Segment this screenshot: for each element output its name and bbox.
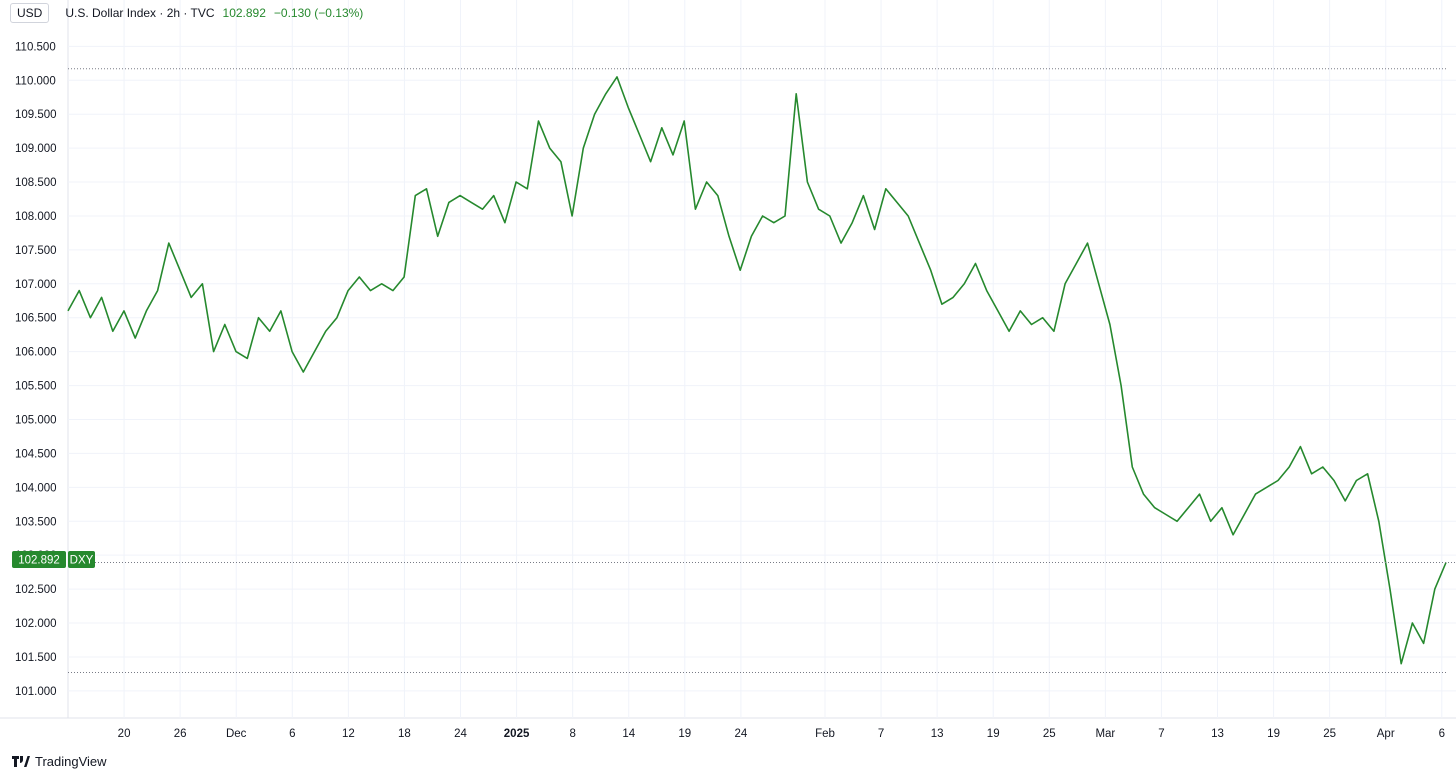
last-price: 102.892 bbox=[222, 6, 266, 20]
time-tick-label: 25 bbox=[1323, 728, 1336, 740]
time-tick-label: 19 bbox=[987, 728, 1000, 740]
time-tick-label: 25 bbox=[1043, 728, 1056, 740]
time-tick-label: 14 bbox=[622, 728, 635, 740]
time-tick-label: 20 bbox=[118, 728, 131, 740]
price-tick-label: 106.500 bbox=[15, 313, 57, 325]
price-tick-label: 102.500 bbox=[15, 584, 57, 596]
time-tick-label: Dec bbox=[226, 728, 247, 740]
reference-lines bbox=[68, 68, 1446, 674]
price-tag-value: 102.892 bbox=[18, 555, 60, 567]
price-tick-label: 109.500 bbox=[15, 109, 57, 121]
price-tick-label: 107.000 bbox=[15, 279, 57, 291]
time-tick-label: 26 bbox=[174, 728, 187, 740]
time-tick-label: 13 bbox=[931, 728, 944, 740]
currency-button[interactable]: USD bbox=[10, 3, 50, 23]
price-tick-label: 105.000 bbox=[15, 414, 57, 426]
price-tick-label: 106.000 bbox=[15, 347, 57, 359]
chart-header: USD U.S. Dollar Index · 2h · TVC 102.892… bbox=[10, 2, 363, 24]
time-tick-label: 19 bbox=[1267, 728, 1280, 740]
symbol-title[interactable]: U.S. Dollar Index · 2h · TVC bbox=[65, 6, 215, 20]
time-tick-label: 6 bbox=[1439, 728, 1445, 740]
price-tick-label: 104.000 bbox=[15, 482, 57, 494]
price-axis: 101.000101.500102.000102.500103.000103.5… bbox=[15, 41, 57, 698]
brand-name: TradingView bbox=[35, 754, 107, 769]
time-tick-label: 8 bbox=[569, 728, 575, 740]
price-tick-label: 108.500 bbox=[15, 177, 57, 189]
price-change: −0.130 (−0.13%) bbox=[273, 6, 364, 20]
time-tick-label: 24 bbox=[734, 728, 747, 740]
time-tick-label: 7 bbox=[878, 728, 884, 740]
price-tick-label: 108.000 bbox=[15, 211, 57, 223]
time-tick-label: Feb bbox=[815, 728, 835, 740]
time-tick-label: 6 bbox=[289, 728, 295, 740]
price-tick-label: 104.500 bbox=[15, 448, 57, 460]
chart-grid bbox=[0, 0, 1456, 719]
time-axis: 20 26 Dec 6 12 18 24 2025 8 14 19 24 Feb 7 13 19 25 Mar 7 1… bbox=[118, 728, 1445, 740]
tradingview-logo-icon bbox=[12, 756, 30, 767]
price-tick-label: 102.000 bbox=[15, 618, 57, 630]
price-tick-label: 103.500 bbox=[15, 516, 57, 528]
price-tick-label: 109.000 bbox=[15, 143, 57, 155]
price-tick-label: 105.500 bbox=[15, 381, 57, 393]
branding[interactable]: TradingView bbox=[12, 754, 107, 769]
time-tick-label: 18 bbox=[398, 728, 411, 740]
time-tick-label: 19 bbox=[678, 728, 691, 740]
price-tick-label: 110.500 bbox=[15, 41, 56, 53]
time-tick-label: Mar bbox=[1095, 728, 1115, 740]
price-tick-label: 107.500 bbox=[15, 245, 57, 257]
time-tick-label: 7 bbox=[1158, 728, 1164, 740]
price-tag: 102.892 DXY bbox=[12, 551, 95, 568]
time-tick-label: Apr bbox=[1377, 728, 1395, 740]
price-tick-label: 110.000 bbox=[15, 75, 56, 87]
price-tick-label: 101.000 bbox=[15, 686, 57, 698]
time-tick-label: 13 bbox=[1211, 728, 1224, 740]
time-tick-label: 24 bbox=[454, 728, 467, 740]
time-tick-label: 2025 bbox=[504, 728, 530, 740]
price-tick-label: 101.500 bbox=[15, 652, 57, 664]
price-tag-symbol: DXY bbox=[70, 555, 94, 567]
time-tick-label: 12 bbox=[342, 728, 355, 740]
price-line bbox=[67, 76, 1447, 665]
